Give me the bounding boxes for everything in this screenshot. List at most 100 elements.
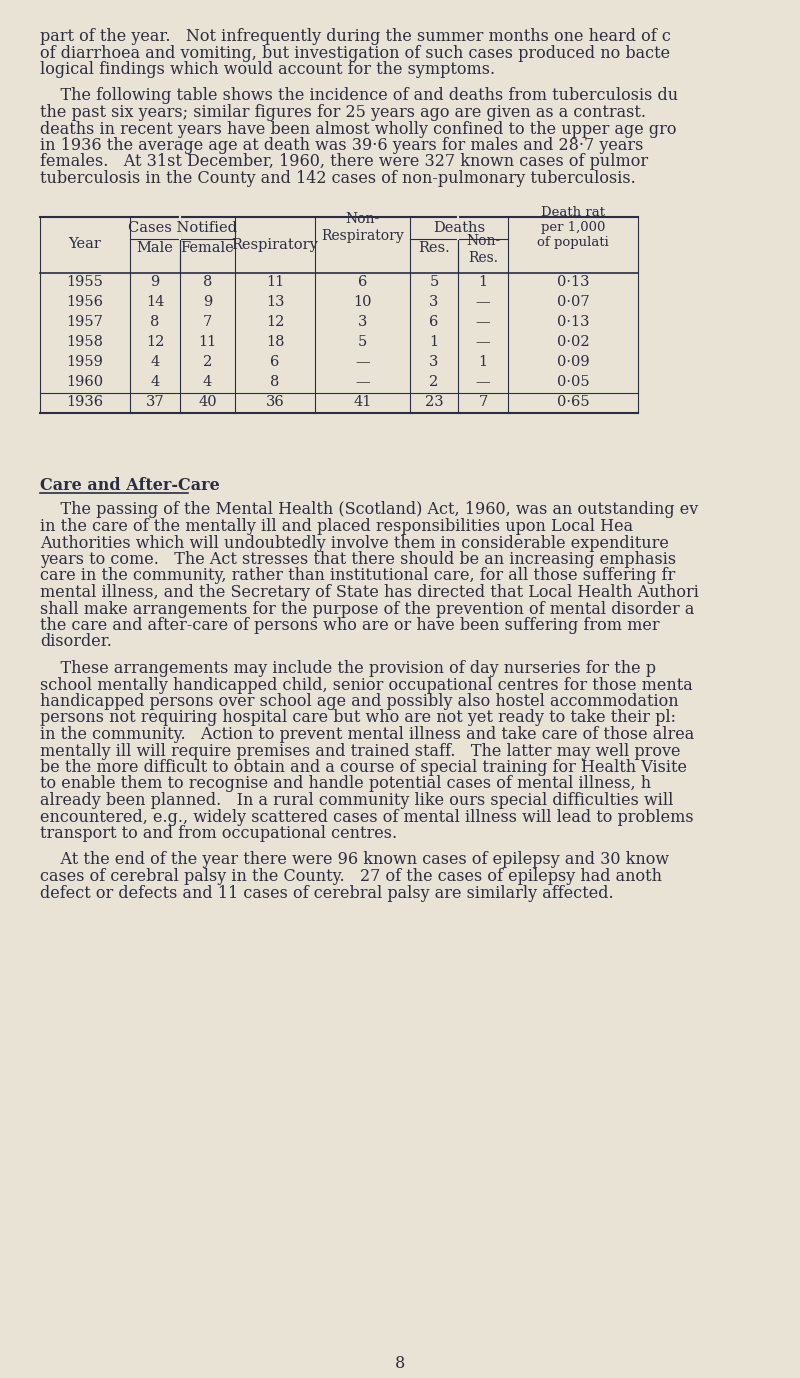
Text: the past six years; similar figures for 25 years ago are given as a contrast.: the past six years; similar figures for … xyxy=(40,103,646,121)
Text: 8: 8 xyxy=(270,375,280,390)
Text: 6: 6 xyxy=(430,316,438,329)
Text: 14: 14 xyxy=(146,295,164,310)
Text: Authorities which will undoubtedly involve them in considerable expenditure: Authorities which will undoubtedly invol… xyxy=(40,535,669,551)
Text: deaths in recent years have been almost wholly confined to the upper age gro: deaths in recent years have been almost … xyxy=(40,120,677,138)
Text: 40: 40 xyxy=(198,395,217,409)
Text: Year: Year xyxy=(69,237,102,252)
Text: 1: 1 xyxy=(430,335,438,350)
Text: school mentally handicapped child, senior occupational centres for those menta: school mentally handicapped child, senio… xyxy=(40,677,693,693)
Text: 37: 37 xyxy=(146,395,164,409)
Text: —: — xyxy=(476,375,490,390)
Text: 7: 7 xyxy=(203,316,212,329)
Text: encountered, e.g., widely scattered cases of mental illness will lead to problem: encountered, e.g., widely scattered case… xyxy=(40,809,694,825)
Text: 1: 1 xyxy=(478,356,487,369)
Text: in the community.   Action to prevent mental illness and take care of those alre: in the community. Action to prevent ment… xyxy=(40,726,694,743)
Text: handicapped persons over school age and possibly also hostel accommodation: handicapped persons over school age and … xyxy=(40,693,678,710)
Text: 4: 4 xyxy=(150,356,160,369)
Text: 1958: 1958 xyxy=(66,335,103,350)
Text: 1960: 1960 xyxy=(66,375,103,390)
Text: 8: 8 xyxy=(395,1355,405,1372)
Text: 1936: 1936 xyxy=(66,395,103,409)
Text: 41: 41 xyxy=(354,395,372,409)
Text: 4: 4 xyxy=(150,375,160,390)
Text: 13: 13 xyxy=(266,295,284,310)
Text: cases of cerebral palsy in the County.   27 of the cases of epilepsy had anoth: cases of cerebral palsy in the County. 2… xyxy=(40,868,662,885)
Text: 0·13: 0·13 xyxy=(557,276,590,289)
Text: of diarrhoea and vomiting, but investigation of such cases produced no bacte: of diarrhoea and vomiting, but investiga… xyxy=(40,44,670,62)
Text: 11: 11 xyxy=(198,335,217,350)
Text: 2: 2 xyxy=(430,375,438,390)
Text: At the end of the year there were 96 known cases of epilepsy and 30 know: At the end of the year there were 96 kno… xyxy=(40,852,669,868)
Text: The following table shows the incidence of and deaths from tuberculosis du: The following table shows the incidence … xyxy=(40,87,678,105)
Text: part of the year.   Not infrequently during the summer months one heard of c: part of the year. Not infrequently durin… xyxy=(40,28,671,45)
Text: 8: 8 xyxy=(203,276,212,289)
Text: 1: 1 xyxy=(478,276,487,289)
Text: 1955: 1955 xyxy=(66,276,103,289)
Text: Non-
Res.: Non- Res. xyxy=(466,234,500,265)
Text: These arrangements may include the provision of day nurseries for the p: These arrangements may include the provi… xyxy=(40,660,656,677)
Text: 4: 4 xyxy=(203,375,212,390)
Text: years to come.   The Act stresses that there should be an increasing emphasis: years to come. The Act stresses that the… xyxy=(40,551,676,568)
Text: Res.: Res. xyxy=(418,241,450,255)
Text: 1957: 1957 xyxy=(66,316,103,329)
Text: care in the community, rather than institutional care, for all those suffering f: care in the community, rather than insti… xyxy=(40,568,675,584)
Text: 11: 11 xyxy=(266,276,284,289)
Text: The passing of the Mental Health (Scotland) Act, 1960, was an outstanding ev: The passing of the Mental Health (Scotla… xyxy=(40,502,698,518)
Text: 7: 7 xyxy=(478,395,488,409)
Text: females.   At 31st December, 1960, there were 327 known cases of pulmor: females. At 31st December, 1960, there w… xyxy=(40,153,648,171)
Text: Male: Male xyxy=(137,241,174,255)
Text: 3: 3 xyxy=(430,295,438,310)
Text: transport to and from occupational centres.: transport to and from occupational centr… xyxy=(40,825,397,842)
Text: defect or defects and 11 cases of cerebral palsy are similarly affected.: defect or defects and 11 cases of cerebr… xyxy=(40,885,614,901)
Text: 23: 23 xyxy=(425,395,443,409)
Text: 36: 36 xyxy=(266,395,284,409)
Text: 0·09: 0·09 xyxy=(557,356,590,369)
Text: —: — xyxy=(355,356,370,369)
Text: 3: 3 xyxy=(430,356,438,369)
Text: 0·05: 0·05 xyxy=(557,375,590,390)
Text: Deaths: Deaths xyxy=(433,220,485,234)
Text: 8: 8 xyxy=(150,316,160,329)
Text: 6: 6 xyxy=(358,276,367,289)
Text: Female: Female xyxy=(181,241,234,255)
Text: persons not requiring hospital care but who are not yet ready to take their pl:: persons not requiring hospital care but … xyxy=(40,710,676,726)
Text: mentally ill will require premises and trained staff.   The latter may well prov: mentally ill will require premises and t… xyxy=(40,743,681,759)
Text: mental illness, and the Secretary of State has directed that Local Health Author: mental illness, and the Secretary of Sta… xyxy=(40,584,699,601)
Text: 2: 2 xyxy=(203,356,212,369)
Text: —: — xyxy=(355,375,370,390)
Text: —: — xyxy=(476,295,490,310)
Text: 1959: 1959 xyxy=(66,356,103,369)
Text: 9: 9 xyxy=(150,276,160,289)
Text: 0·07: 0·07 xyxy=(557,295,590,310)
Text: 6: 6 xyxy=(270,356,280,369)
Text: 18: 18 xyxy=(266,335,284,350)
Text: already been planned.   In a rural community like ours special difficulties will: already been planned. In a rural communi… xyxy=(40,792,674,809)
Text: 5: 5 xyxy=(358,335,367,350)
Text: —: — xyxy=(476,316,490,329)
Text: 0·65: 0·65 xyxy=(557,395,590,409)
Text: 9: 9 xyxy=(203,295,212,310)
Text: 10: 10 xyxy=(354,295,372,310)
Text: 5: 5 xyxy=(430,276,438,289)
Text: 0·13: 0·13 xyxy=(557,316,590,329)
Text: tuberculosis in the County and 142 cases of non-pulmonary tuberculosis.: tuberculosis in the County and 142 cases… xyxy=(40,169,636,187)
Text: to enable them to recognise and handle potential cases of mental illness, h: to enable them to recognise and handle p… xyxy=(40,776,651,792)
Text: Non-
Respiratory: Non- Respiratory xyxy=(321,212,404,243)
Text: 0·02: 0·02 xyxy=(557,335,590,350)
Text: disorder.: disorder. xyxy=(40,634,112,650)
Text: 12: 12 xyxy=(146,335,164,350)
Text: Cases Notified: Cases Notified xyxy=(128,220,237,234)
Text: —: — xyxy=(476,335,490,350)
Text: in the care of the mentally ill and placed responsibilities upon Local Hea: in the care of the mentally ill and plac… xyxy=(40,518,633,535)
Text: 1956: 1956 xyxy=(66,295,103,310)
Text: in 1936 the average age at death was 39·6 years for males and 28·7 years: in 1936 the average age at death was 39·… xyxy=(40,136,643,154)
Text: 3: 3 xyxy=(358,316,367,329)
Text: 12: 12 xyxy=(266,316,284,329)
Text: logical findings which would account for the symptoms.: logical findings which would account for… xyxy=(40,61,495,79)
Text: the care and after-care of persons who are or have been suffering from mer: the care and after-care of persons who a… xyxy=(40,617,660,634)
Text: shall make arrangements for the purpose of the prevention of mental disorder a: shall make arrangements for the purpose … xyxy=(40,601,694,617)
Text: Respiratory: Respiratory xyxy=(231,237,318,252)
Text: Death rat
per 1,000
of populati: Death rat per 1,000 of populati xyxy=(537,205,609,249)
Text: be the more difficult to obtain and a course of special training for Health Visi: be the more difficult to obtain and a co… xyxy=(40,759,687,776)
Text: Care and After-Care: Care and After-Care xyxy=(40,478,220,495)
